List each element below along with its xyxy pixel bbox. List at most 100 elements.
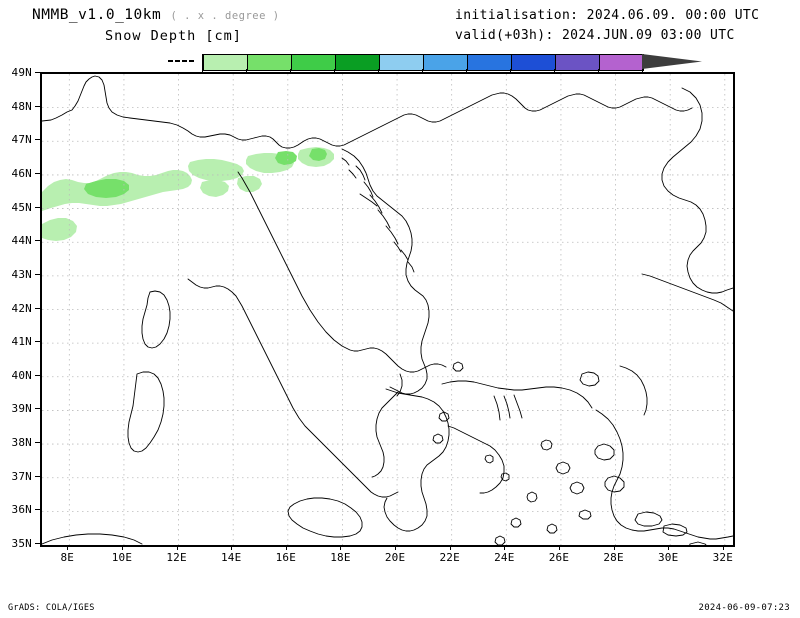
x-axis-tick (668, 545, 670, 550)
colorbar-swatch-6 (380, 55, 424, 70)
x-axis-tick (504, 545, 506, 550)
colorbar-tick (378, 69, 379, 73)
colorbar-swatch-4 (336, 55, 380, 70)
valid-time: valid(+03h): 2024.JUN.09 03:00 UTC (455, 28, 735, 43)
x-axis-label-26E: 26E (548, 551, 570, 564)
y-axis-label-41N: 41N (11, 335, 32, 349)
snow-patch (237, 176, 262, 192)
render-timestamp: 2024-06-09-07:23 (698, 603, 790, 613)
y-axis-tick (35, 374, 40, 376)
x-axis-label-16E: 16E (275, 551, 297, 564)
y-axis-tick (35, 543, 40, 544)
legend-dash-marks (168, 55, 198, 68)
variable-title: Snow Depth [cm] (105, 28, 242, 44)
map-plot-area (40, 72, 735, 547)
legend-dash (189, 60, 194, 62)
x-axis-tick (285, 545, 287, 550)
snow-depth-shading (42, 147, 334, 241)
initialisation-time: initialisation: 2024.06.09. 00:00 UTC (455, 8, 760, 23)
y-axis-tick (35, 206, 40, 208)
colorbar-swatch-90 (600, 55, 644, 70)
x-axis-label-18E: 18E (330, 551, 351, 564)
y-axis-tick (35, 509, 40, 511)
x-axis-label-28E: 28E (603, 551, 624, 564)
model-title: NMMB_v1.0_10km ( . x . degree ) (32, 7, 280, 23)
snow-patch (188, 159, 244, 181)
colorbar-tick (510, 69, 511, 73)
legend-dash (168, 60, 173, 62)
y-axis-label-46N: 46N (11, 166, 32, 180)
coastlines-and-borders (42, 75, 733, 545)
colorbar-tick (334, 69, 335, 73)
grid-lines (42, 74, 733, 545)
y-axis-tick (35, 273, 40, 275)
colorbar-swatch-60 (556, 55, 600, 70)
colorbar-tick (642, 69, 643, 73)
colorbar-swatch-0.1 (204, 55, 248, 70)
x-axis-label-24E: 24E (494, 551, 515, 564)
snow-patch (42, 218, 77, 241)
colorbar-tick (290, 69, 291, 73)
x-axis-label-14E: 14E (220, 551, 242, 564)
model-name: NMMB_v1.0_10km (32, 7, 162, 23)
colorbar-tick (422, 69, 423, 73)
colorbar-swatches (202, 54, 644, 71)
x-axis-label-32E: 32E (712, 551, 734, 564)
grads-credit: GrADS: COLA/IGES (8, 603, 95, 613)
y-axis-label-38N: 38N (11, 436, 32, 450)
snow-patch (84, 179, 129, 198)
y-axis-tick (35, 172, 40, 174)
colorbar-swatch-15 (468, 55, 512, 70)
colorbar-overflow-arrow (642, 54, 702, 69)
colorbar-tick (202, 69, 203, 73)
y-axis-tick (35, 105, 40, 107)
map-canvas (42, 74, 733, 545)
colorbar-tick (246, 69, 247, 73)
x-axis-label-12E: 12E (166, 551, 187, 564)
y-axis-tick (35, 442, 40, 444)
y-axis-label-36N: 36N (11, 503, 32, 517)
x-axis-tick (613, 545, 615, 550)
colorbar-tick (466, 69, 467, 73)
y-axis-label-49N: 49N (11, 66, 32, 79)
colorbar-swatch-1 (248, 55, 292, 70)
y-axis-label-48N: 48N (11, 99, 32, 113)
legend-dash (175, 60, 180, 62)
snow-patch (309, 148, 327, 161)
y-axis-label-42N: 42N (11, 301, 32, 315)
y-axis-label-35N: 35N (11, 537, 32, 550)
y-axis-label-39N: 39N (11, 402, 32, 416)
x-axis-tick (558, 545, 560, 550)
y-axis-tick (35, 307, 40, 309)
colorbar-tick (598, 69, 599, 73)
x-axis-tick (449, 545, 451, 550)
x-axis-label-10E: 10E (111, 551, 133, 564)
snow-patch (200, 180, 229, 197)
y-axis-label-44N: 44N (11, 234, 32, 248)
x-axis-label-8E: 8E (60, 551, 75, 564)
y-axis-tick (35, 240, 40, 242)
legend-dash (182, 60, 187, 62)
x-axis-label-22E: 22E (439, 551, 460, 564)
y-axis-label-43N: 43N (11, 267, 32, 281)
x-axis-tick (722, 545, 724, 550)
x-axis-tick (395, 545, 397, 550)
y-axis-tick (35, 475, 40, 477)
x-axis-tick (176, 545, 178, 550)
x-axis-label-20E: 20E (384, 551, 406, 564)
x-axis-tick (231, 545, 233, 550)
y-axis-tick (35, 72, 40, 73)
y-axis-label-47N: 47N (11, 133, 32, 147)
y-axis-label-37N: 37N (11, 469, 32, 483)
colorbar-swatch-2 (292, 55, 336, 70)
x-axis-tick (340, 545, 342, 550)
y-axis-tick (35, 139, 40, 141)
colorbar-tick (554, 69, 555, 73)
model-note: ( . x . degree ) (170, 10, 280, 22)
colorbar-swatch-30 (512, 55, 556, 70)
x-axis-label-30E: 30E (657, 551, 679, 564)
y-axis-tick (35, 408, 40, 410)
y-axis-label-45N: 45N (11, 200, 32, 214)
colorbar-swatch-10 (424, 55, 468, 70)
y-axis-label-40N: 40N (11, 368, 32, 382)
